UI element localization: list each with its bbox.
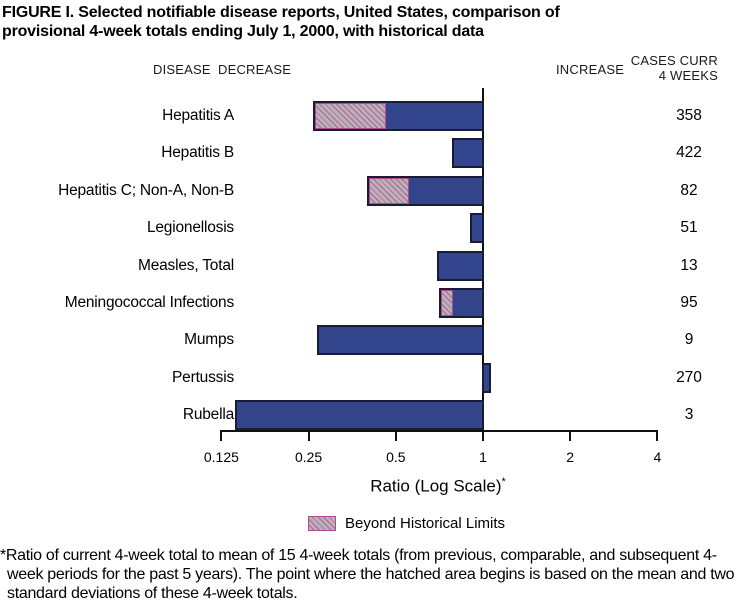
ratio-bar	[234, 400, 484, 431]
disease-label: Mumps	[184, 331, 234, 349]
column-header-cases-line2: 4 WEEKS	[658, 68, 718, 83]
figure-title-line2: provisional 4-week totals ending July 1,…	[2, 23, 484, 40]
ratio-bar	[437, 250, 484, 281]
x-axis-title-text: Ratio (Log Scale)	[370, 476, 502, 496]
figure-title: FIGURE I. Selected notifiable disease re…	[2, 3, 560, 41]
disease-label: Hepatitis B	[161, 144, 234, 162]
x-axis-tick	[482, 430, 484, 441]
cases-count: 82	[680, 181, 698, 199]
x-axis-line	[220, 430, 659, 432]
x-axis-title: Ratio (Log Scale)*	[318, 476, 558, 497]
x-axis-tick-label: 2	[566, 449, 575, 465]
beyond-historical-limits-segment	[314, 103, 387, 129]
x-axis-tick	[394, 430, 397, 441]
ratio-bar	[438, 288, 484, 318]
x-axis-tick	[307, 430, 310, 441]
disease-label: Hepatitis C; Non-A, Non-B	[58, 181, 234, 199]
disease-label: Meningococcal Infections	[64, 294, 234, 311]
x-axis-tick	[220, 430, 223, 441]
disease-label: Legionellosis	[146, 219, 234, 237]
disease-label: Hepatitis A	[162, 107, 234, 124]
x-axis-tick-label: 0.25	[294, 449, 323, 465]
x-axis-title-asterisk: *	[501, 476, 506, 488]
legend: Beyond Historical Limits	[308, 515, 505, 532]
cases-count: 358	[676, 107, 702, 124]
x-axis-tick-label: 0.5	[386, 449, 406, 465]
cases-count: 13	[680, 256, 698, 274]
ratio-bar	[470, 213, 484, 244]
x-axis-tick-label: 1	[479, 449, 487, 465]
figure-title-line1: FIGURE I. Selected notifiable disease re…	[2, 4, 560, 21]
disease-label: Measles, Total	[138, 256, 234, 274]
cases-count: 422	[676, 144, 702, 162]
column-header-decrease: DECREASE	[218, 62, 292, 77]
disease-label: Pertussis	[172, 368, 234, 386]
x-axis-tick-label: 0.125	[203, 449, 239, 465]
ratio-bar	[482, 362, 492, 393]
x-axis-tick-label: 4	[653, 449, 662, 465]
legend-hatch-swatch	[308, 516, 336, 531]
column-header-cases-line1: CASES CURR	[630, 53, 718, 68]
cases-count: 95	[680, 294, 698, 311]
column-header-increase: INCREASE	[556, 62, 625, 77]
cases-count: 51	[680, 219, 698, 237]
footnote: *Ratio of current 4-week total to mean o…	[0, 547, 735, 602]
ratio-bar	[452, 138, 484, 169]
cases-count: 9	[684, 331, 694, 349]
disease-label: Rubella	[182, 406, 234, 424]
ratio-bar	[312, 101, 484, 131]
ratio-bar	[317, 325, 484, 356]
cases-count: 270	[676, 368, 702, 386]
cases-count: 3	[684, 406, 694, 424]
beyond-historical-limits-segment	[368, 177, 409, 204]
legend-label: Beyond Historical Limits	[345, 515, 506, 532]
column-header-disease: DISEASE	[153, 62, 211, 77]
x-axis-tick	[656, 430, 659, 441]
ratio-bar	[366, 175, 484, 206]
beyond-historical-limits-segment	[440, 290, 453, 316]
column-header-cases: CASES CURR 4 WEEKS	[631, 53, 718, 83]
x-axis-tick	[569, 430, 572, 441]
